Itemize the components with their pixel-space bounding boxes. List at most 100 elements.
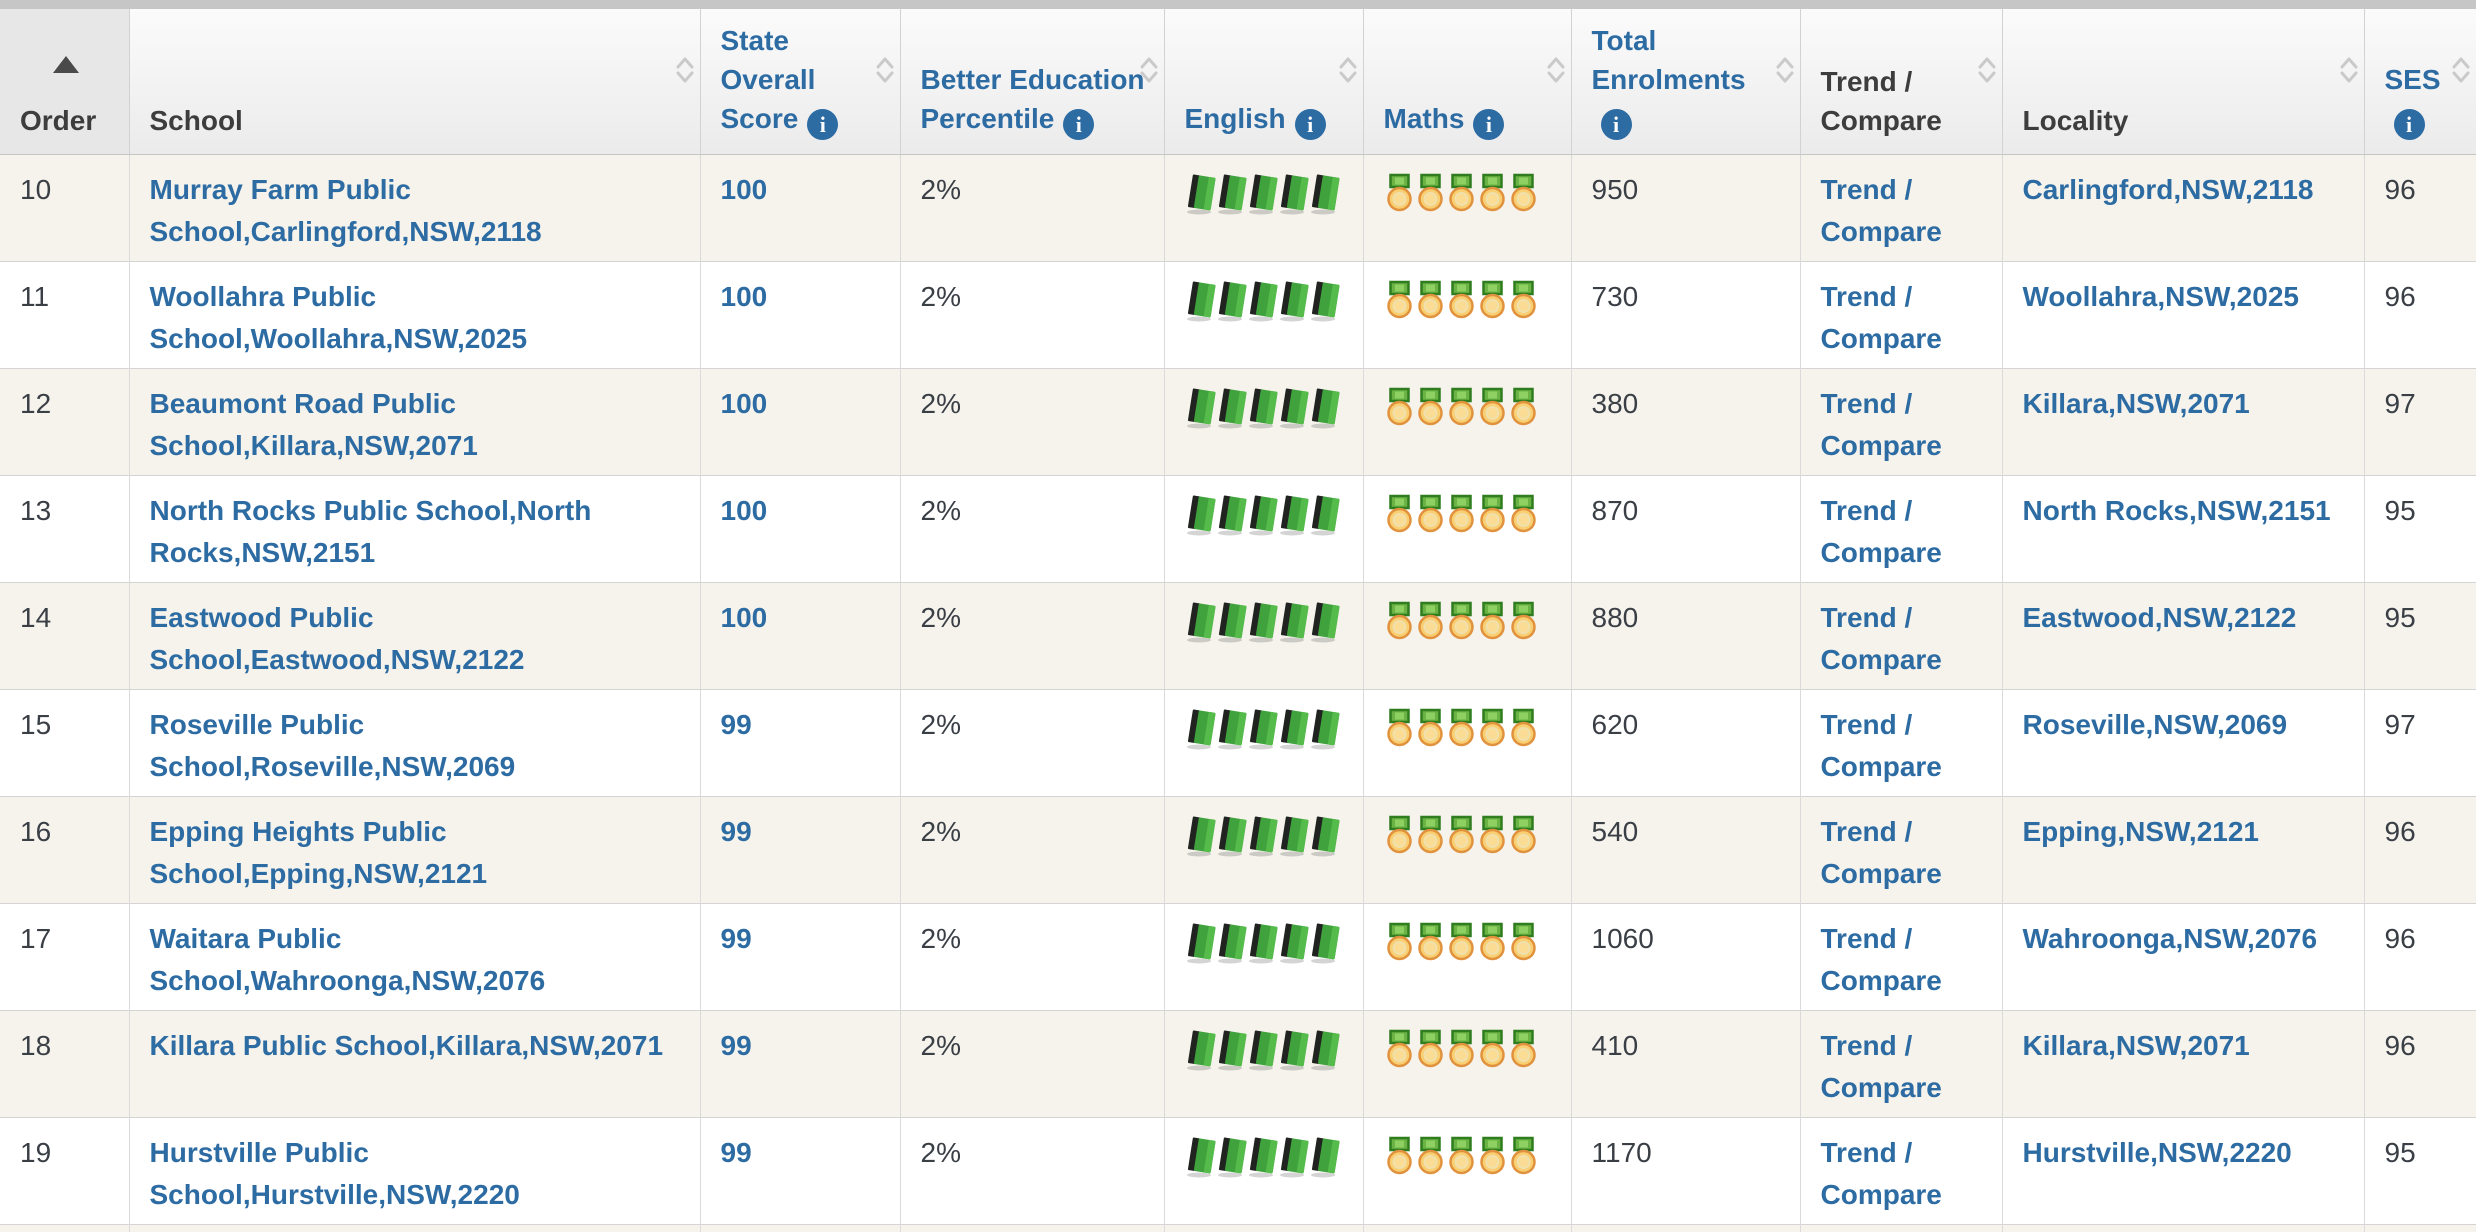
school-link[interactable]: Woollahra Public School,Woollahra,NSW,20… [149,281,528,355]
score-link[interactable]: 100 [720,388,768,420]
info-icon[interactable]: i [1294,109,1326,141]
trend-compare-link[interactable]: Trend / Compare [1820,388,1942,462]
order-cell: 14 [0,582,129,690]
percentile-cell: 2% [899,475,1164,583]
trend-compare-link[interactable]: Trend / Compare [1820,709,1942,783]
green-book-icon [1310,923,1340,964]
school-link[interactable]: Eastwood Public School,Eastwood,NSW,2122 [149,602,525,676]
trend-compare-link[interactable]: Trend / Compare [1820,495,1942,569]
locality-cell: Woollahra,NSW,2025 [2001,261,2364,369]
column-header-english[interactable]: English i [1163,9,1363,156]
order-cell: 19 [0,1117,129,1225]
column-header-order[interactable]: Order [0,9,129,156]
green-book-icon [1248,709,1278,750]
info-icon[interactable]: i [1600,109,1632,141]
gold-medal-icon [1479,709,1505,747]
score-link[interactable]: 99 [720,923,752,955]
trend-compare-link[interactable]: Trend / Compare [1820,923,1942,997]
school-cell: North Rocks Public School,North Rocks,NS… [128,475,700,583]
column-header-percentile[interactable]: Better Education Percentile i [899,9,1164,156]
score-cell: 100 [699,261,900,369]
locality-link[interactable]: Killara,NSW,2071 [2022,1030,2250,1062]
score-link[interactable]: 100 [720,602,768,634]
score-link[interactable]: 100 [720,174,768,206]
locality-link[interactable]: North Rocks,NSW,2151 [2022,495,2331,527]
sort-chevrons-icon [1776,57,1793,83]
green-book-icon [1310,495,1340,536]
green-book-icon [1248,816,1278,857]
partial-cell [1570,1224,1800,1232]
locality-link[interactable]: Eastwood,NSW,2122 [2022,602,2297,634]
info-icon[interactable]: i [1063,109,1095,141]
enrolments-cell: 880 [1570,582,1800,690]
school-link[interactable]: Roseville Public School,Roseville,NSW,20… [149,709,516,783]
school-link[interactable]: Killara Public School,Killara,NSW,2071 [149,1030,664,1062]
english-rating [1185,922,1343,976]
column-header-ses[interactable]: SES i [2363,9,2476,156]
table-row: 17 Waitara Public School,Wahroonga,NSW,20… [0,903,2476,1011]
sort-chevrons-icon [1547,57,1564,83]
score-link[interactable]: 99 [720,1030,752,1062]
locality-link[interactable]: Roseville,NSW,2069 [2022,709,2288,741]
trend-compare-link[interactable]: Trend / Compare [1820,602,1942,676]
score-link[interactable]: 99 [720,816,752,848]
locality-link[interactable]: Woollahra,NSW,2025 [2022,281,2299,313]
percentile-cell: 2% [899,582,1164,690]
order-value: 11 [20,281,50,313]
green-book-icon [1279,1030,1309,1071]
english-rating [1185,1136,1343,1190]
score-link[interactable]: 100 [720,281,768,313]
gold-medal-icon [1448,281,1474,319]
sort-chevrons-icon [676,57,693,83]
locality-link[interactable]: Wahroonga,NSW,2076 [2022,923,2318,955]
info-icon[interactable]: i [1473,109,1505,141]
column-header-locality[interactable]: Locality [2001,9,2364,156]
school-link[interactable]: Epping Heights Public School,Epping,NSW,… [149,816,488,890]
info-icon[interactable]: i [2393,109,2425,141]
school-cell: Roseville Public School,Roseville,NSW,20… [128,689,700,797]
school-link[interactable]: Hurstville Public School,Hurstville,NSW,… [149,1137,520,1211]
school-link[interactable]: Murray Farm Public School,Carlingford,NS… [149,174,542,248]
locality-link[interactable]: Carlingford,NSW,2118 [2022,174,2314,206]
gold-medal-icon [1479,602,1505,640]
maths-rating [1384,1136,1551,1190]
column-header-school[interactable]: School [128,9,700,156]
school-link[interactable]: Beaumont Road Public School,Killara,NSW,… [149,388,478,462]
gold-medal-icon [1479,388,1505,426]
enrolments-cell: 1170 [1570,1117,1800,1225]
ses-value: 96 [2384,1030,2416,1062]
enrolments-cell: 870 [1570,475,1800,583]
trend-compare-link[interactable]: Trend / Compare [1820,1030,1942,1104]
trend-cell: Trend / Compare [1799,582,2002,690]
score-link[interactable]: 99 [720,709,752,741]
school-cell: Murray Farm Public School,Carlingford,NS… [128,154,700,262]
locality-link[interactable]: Hurstville,NSW,2220 [2022,1137,2292,1169]
ses-value: 95 [2384,602,2416,634]
percentile-value: 2% [920,1030,961,1062]
school-link[interactable]: North Rocks Public School,North Rocks,NS… [149,495,592,569]
school-link[interactable]: Waitara Public School,Wahroonga,NSW,2076 [149,923,546,997]
column-label-ses: SES [2384,64,2441,96]
info-icon[interactable]: i [807,109,839,141]
locality-link[interactable]: Killara,NSW,2071 [2022,388,2250,420]
column-header-maths[interactable]: Maths i [1362,9,1571,156]
gold-medal-icon [1510,709,1536,747]
column-header-enrolments[interactable]: Total Enrolments i [1570,9,1800,156]
english-rating [1185,708,1343,762]
score-link[interactable]: 100 [720,495,768,527]
trend-compare-link[interactable]: Trend / Compare [1820,816,1942,890]
green-book-icon [1186,1137,1216,1178]
green-book-icon [1279,281,1309,322]
green-book-icon [1217,1030,1247,1071]
gold-medal-icon [1386,174,1412,212]
column-header-trend[interactable]: Trend / Compare [1799,9,2002,156]
trend-compare-link[interactable]: Trend / Compare [1820,1137,1942,1211]
locality-link[interactable]: Epping,NSW,2121 [2022,816,2260,848]
trend-compare-link[interactable]: Trend / Compare [1820,174,1942,248]
score-link[interactable]: 99 [720,1137,752,1169]
enrolments-value: 380 [1591,388,1639,420]
column-label-order: Order [20,105,97,137]
trend-compare-link[interactable]: Trend / Compare [1820,281,1942,355]
school-cell: Beaumont Road Public School,Killara,NSW,… [128,368,700,476]
column-header-score[interactable]: State Overall Score i [699,9,900,156]
